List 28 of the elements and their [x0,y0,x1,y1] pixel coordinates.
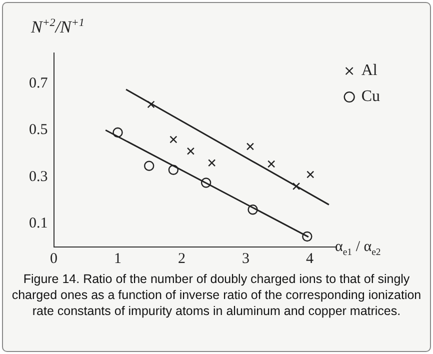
y-tick-label: 0.5 [29,122,48,138]
point [292,182,300,190]
point [302,231,312,242]
point [144,160,154,171]
point [147,100,155,108]
point [246,142,254,150]
caption: Figure 14. Ratio of the number of doubly charged ions to that of singly charged ones as a function of inverse ratio of the corresponding ionization rate constants of impurity atoms in aluminum and copper matrices. [10,271,422,319]
legend-label: Cu [361,88,380,106]
y-tick-label: 0.1 [29,216,48,232]
point [208,159,216,167]
point [248,204,258,215]
x-tick-label: 1 [114,250,122,267]
x-axis-title: α$_{e1}$ / α$_{e2}$ [335,239,381,258]
point [170,136,178,144]
x-tick-label: 0 [50,250,58,267]
point [186,147,194,155]
point [268,160,276,168]
x-tick-label: 2 [178,250,186,267]
point [112,127,123,138]
y-axis-title: N$^{+2}$/N$^{+1}$ [31,17,84,38]
x-tick-label: 3 [242,250,250,267]
y-tick-label: 0.7 [29,75,48,92]
legend-label: Al [361,62,378,80]
y-tick-label: 0.3 [29,168,48,185]
point [200,178,212,188]
x-tick-label: 4 [306,250,314,267]
point [306,170,314,178]
point [168,164,179,175]
